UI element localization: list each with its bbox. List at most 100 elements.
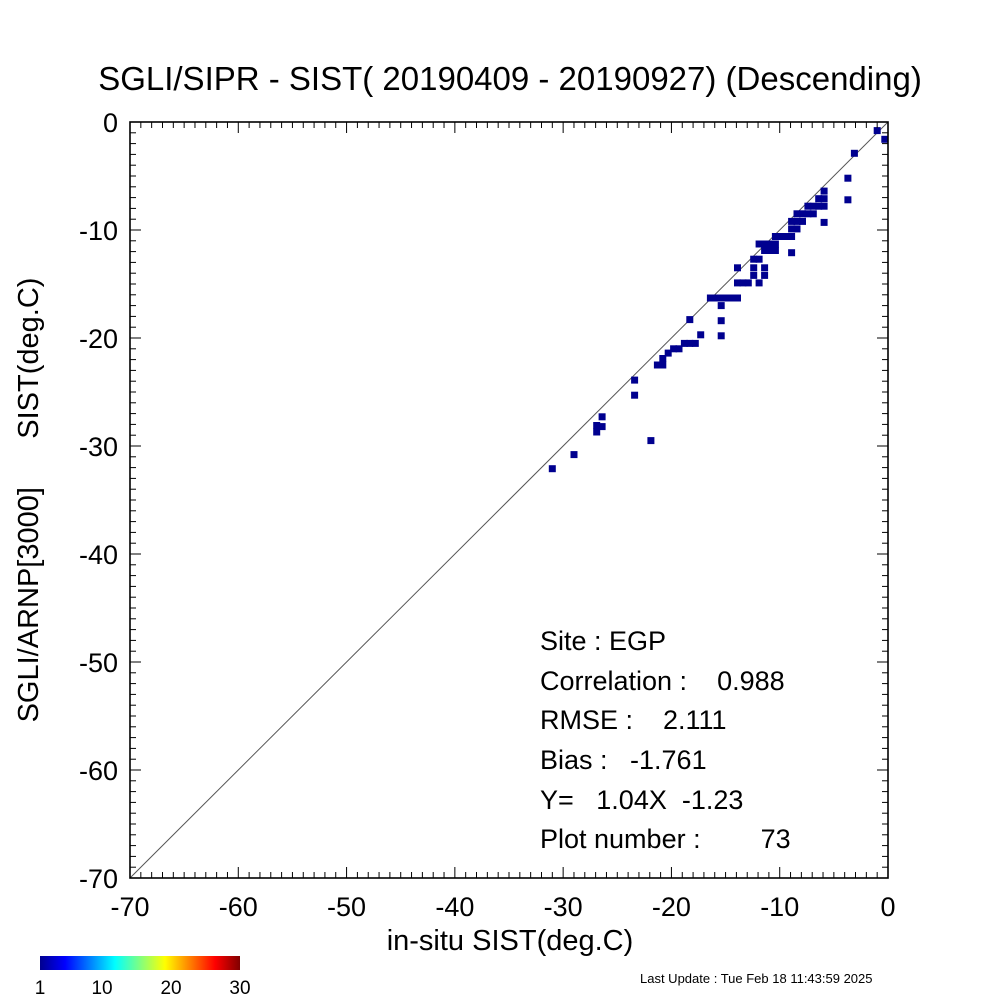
data-point xyxy=(717,302,725,310)
data-point xyxy=(717,332,725,340)
stats-box: Site : EGP Correlation : 0.988 RMSE : 2.… xyxy=(540,626,791,854)
data-point xyxy=(771,247,779,254)
data-point xyxy=(799,210,806,218)
data-point xyxy=(761,247,769,254)
data-point xyxy=(761,240,769,248)
stat-rmse: RMSE : 2.111 xyxy=(540,705,727,735)
data-point xyxy=(788,233,796,240)
data-point xyxy=(734,294,741,302)
data-point xyxy=(755,255,763,263)
data-point xyxy=(820,187,828,195)
y-tick-label: -10 xyxy=(79,216,118,246)
data-point xyxy=(548,465,556,473)
data-point xyxy=(717,317,725,325)
colorbar-tick-label: 10 xyxy=(91,978,112,999)
y-tick-label: -60 xyxy=(79,756,118,786)
data-point xyxy=(570,451,578,459)
x-tick-label: -20 xyxy=(652,892,691,922)
stat-bias: Bias : -1.761 xyxy=(540,745,707,775)
data-point xyxy=(788,225,796,233)
x-tick-label: -70 xyxy=(110,892,149,922)
plot-area: -70 -60 -50 -40 -30 -20 -10 0 0-10-20-30-40-50-… xyxy=(79,108,896,922)
data-point xyxy=(647,437,655,445)
colorbar-tick-label: 30 xyxy=(229,978,250,999)
data-point xyxy=(675,345,683,353)
data-point xyxy=(881,135,889,143)
data-point xyxy=(598,413,606,421)
data-point xyxy=(755,240,763,248)
data-point xyxy=(815,195,823,203)
x-axis-label: in-situ SIST(deg.C) xyxy=(387,925,634,957)
data-point xyxy=(761,271,769,279)
x-tick-label: -10 xyxy=(760,892,799,922)
data-point xyxy=(755,279,763,287)
data-point xyxy=(723,294,731,302)
data-point xyxy=(750,264,758,272)
data-point xyxy=(793,225,801,233)
data-point xyxy=(717,294,725,302)
data-point xyxy=(664,349,672,357)
data-point xyxy=(744,279,752,287)
data-point xyxy=(761,264,769,272)
y-tick-label: 0 xyxy=(103,108,118,138)
y-tick-label: -40 xyxy=(79,540,118,570)
colorbar-gradient xyxy=(40,956,240,970)
data-point xyxy=(734,279,741,287)
data-point xyxy=(598,423,606,431)
data-point xyxy=(750,271,758,279)
data-point xyxy=(750,255,758,263)
data-point xyxy=(793,210,801,218)
x-tick-label: -30 xyxy=(544,892,583,922)
data-point xyxy=(593,428,601,436)
data-point xyxy=(686,339,694,347)
chart-title: SGLI/SIPR - SIST( 20190409 - 20190927) (… xyxy=(98,60,922,97)
data-point xyxy=(706,294,714,302)
data-point xyxy=(680,339,688,347)
x-tick-labels: -70 -60 -50 -40 -30 -20 -10 0 xyxy=(110,892,895,922)
y-tick-labels: 0 -10 -20 -30 -40 -50 -60 -70 xyxy=(79,108,118,894)
data-point xyxy=(815,202,823,210)
data-point xyxy=(659,355,667,362)
data-point xyxy=(850,149,858,157)
data-point xyxy=(593,422,601,429)
data-point xyxy=(734,264,741,272)
data-point xyxy=(873,127,881,135)
data-point xyxy=(804,210,812,218)
stat-site: Site : EGP xyxy=(540,626,666,656)
colorbar-tick-labels: 1 10 20 30 xyxy=(35,978,251,999)
data-point xyxy=(670,345,678,353)
data-point xyxy=(799,217,806,225)
data-point xyxy=(766,240,774,248)
data-point xyxy=(728,294,736,302)
data-point xyxy=(809,210,817,218)
colorbar-tick-label: 1 xyxy=(35,978,46,999)
data-point xyxy=(771,240,779,248)
data-point xyxy=(691,339,699,347)
y-tick-label: -30 xyxy=(79,432,118,462)
stat-regression: Y= 1.04X -1.23 xyxy=(540,785,743,815)
data-point xyxy=(697,331,705,339)
data-point xyxy=(804,202,812,210)
last-update-text: Last Update : Tue Feb 18 11:43:59 2025 xyxy=(640,971,873,986)
y-axis-label: SGLI/ARNP[3000] SIST(deg.C) xyxy=(13,278,45,723)
data-point xyxy=(739,279,747,287)
data-points xyxy=(548,127,889,473)
y-tick-label: -50 xyxy=(79,648,118,678)
x-tick-label: -60 xyxy=(219,892,258,922)
stat-plot-number: Plot number : 73 xyxy=(540,824,791,854)
data-point xyxy=(712,294,720,302)
data-point xyxy=(809,202,817,210)
data-point xyxy=(631,376,639,384)
y-tick-label: -70 xyxy=(79,864,118,894)
data-point xyxy=(820,218,828,226)
axis-ticks xyxy=(129,121,889,879)
data-point xyxy=(788,249,796,257)
x-tick-label: -40 xyxy=(435,892,474,922)
data-point xyxy=(766,247,774,254)
data-point xyxy=(771,233,779,240)
data-point xyxy=(793,217,801,225)
data-point xyxy=(844,174,852,182)
data-point xyxy=(782,233,790,240)
x-tick-label: -50 xyxy=(327,892,366,922)
